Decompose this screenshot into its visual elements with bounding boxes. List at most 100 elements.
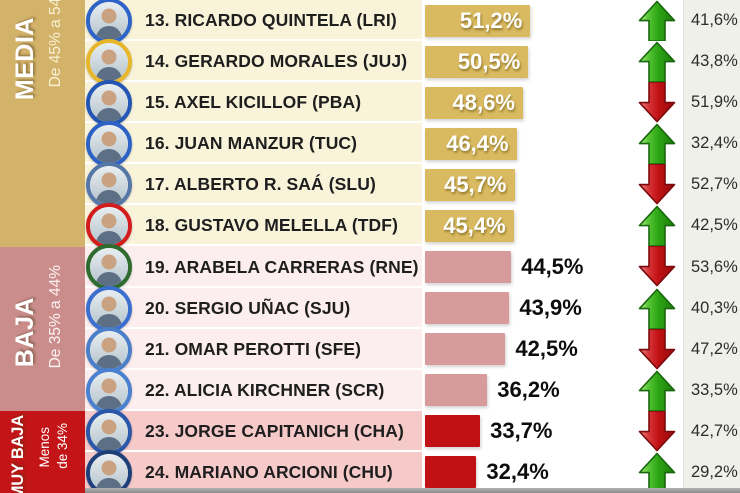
governor-name: 15. AXEL KICILLOF (PBA) [145,92,362,113]
approval-value-label: 45,7% [444,171,507,197]
previous-values-strip [683,0,740,493]
approval-bar [425,456,477,489]
governor-name: 18. GUSTAVO MELELLA (TDF) [145,215,399,236]
approval-value-label: 50,5% [457,48,521,74]
previous-value-label: 47,2% [691,339,738,358]
governor-name: 24. MARIANO ARCIONI (CHU) [145,461,393,482]
ranking-rows: 13. RICARDO QUINTELA (LRI) 51,2% 41,6% 1… [85,0,740,493]
trend-up-arrow-icon [638,41,676,83]
trend-up-arrow-icon [638,452,676,493]
approval-value-label: 43,9% [519,295,582,321]
row-background [85,328,422,368]
approval-value-label: 42,5% [515,336,578,362]
previous-value-label: 32,4% [691,134,738,153]
row-background [85,41,422,81]
category-band-baja: BAJA De 35% a 44% [0,247,85,411]
avatar [86,367,132,414]
approval-value-label: 46,4% [446,130,509,156]
table-row: 23. JORGE CAPITANICH (CHA) 33,7% 42,7% [85,408,740,455]
trend-up-arrow-icon [638,0,676,42]
category-range-baja: De 35% a 44% [47,265,64,369]
table-row: 20. SERGIO UÑAC (SJU) 43,9% 40,3% [85,285,740,332]
category-label-media: MEDIA [11,17,39,101]
approval-bar: 51,2% [425,4,531,37]
person-placeholder-icon [90,2,128,40]
approval-bar [425,415,481,448]
avatar [86,0,132,44]
trend-up-arrow-icon [638,205,676,247]
governor-name: 16. JUAN MANZUR (TUC) [145,133,358,154]
trend-down-arrow-icon [638,82,676,123]
table-row: 15. AXEL KICILLOF (PBA) 48,6% 51,9% [85,80,740,127]
table-row: 16. JUAN MANZUR (TUC) 46,4% 32,4% [85,121,740,168]
row-background [85,369,422,409]
governor-name: 19. ARABELA CARRERAS (RNE) [145,256,419,277]
avatar [86,285,132,332]
person-placeholder-icon [90,412,128,451]
approval-bar: 48,6% [425,86,523,119]
table-row: 24. MARIANO ARCIONI (CHU) 32,4% 29,2% [85,449,740,493]
avatar [86,80,132,127]
row-background [85,451,422,491]
previous-value-label: 43,8% [691,52,738,71]
approval-bar: 50,5% [425,45,529,78]
avatar [86,203,132,250]
approval-bar: 46,4% [425,127,517,160]
approval-value-label: 48,6% [452,89,515,115]
category-range-media: De 45% a 54% [47,0,64,88]
table-row: 14. GERARDO MORALES (JUJ) 50,5% 43,8% [85,39,740,86]
governor-name: 14. GERARDO MORALES (JUJ) [145,51,408,72]
row-background [85,205,422,245]
approval-value-label: 32,4% [486,459,549,485]
trend-down-arrow-icon [638,164,676,205]
approval-bar [425,292,510,325]
trend-up-arrow-icon [638,288,676,329]
category-band-muy-baja: MUY BAJA Menos de 34% [0,411,85,493]
table-row: 13. RICARDO QUINTELA (LRI) 51,2% 41,6% [85,0,740,44]
person-placeholder-icon [90,43,128,82]
previous-value-label: 51,9% [691,93,738,112]
trend-up-arrow-icon [638,123,676,165]
avatar [86,449,132,493]
person-placeholder-icon [90,330,128,369]
approval-value-label: 44,5% [521,254,584,279]
person-placeholder-icon [90,125,128,164]
approval-value-label: 36,2% [497,377,560,403]
person-placeholder-icon [90,371,128,410]
category-label-muy-baja: MUY BAJA [9,415,27,493]
avatar [86,162,132,209]
table-row: 19. ARABELA CARRERAS (RNE) 44,5% 53,6% [85,244,740,291]
governor-name: 23. JORGE CAPITANICH (CHA) [145,420,404,441]
trend-down-arrow-icon [638,246,676,287]
table-row: 22. ALICIA KIRCHNER (SCR) 36,2% 33,5% [85,367,740,414]
approval-value-label: 45,4% [443,212,506,238]
category-band-media: MEDIA De 45% a 54% [0,0,85,247]
approval-bar [425,333,506,366]
previous-value-label: 29,2% [691,462,738,481]
approval-bar: 45,7% [425,168,515,201]
trend-down-arrow-icon [638,328,676,370]
trend-up-arrow-icon [638,370,676,411]
avatar [86,408,132,455]
row-background [85,123,422,163]
governor-name: 13. RICARDO QUINTELA (LRI) [145,10,397,31]
approval-value-label: 33,7% [490,418,553,444]
person-placeholder-icon [90,289,128,328]
person-placeholder-icon [90,84,128,123]
row-background [85,0,422,40]
previous-value-label: 53,6% [691,257,738,276]
approval-bar [425,250,512,283]
approval-value-label: 51,2% [459,7,523,33]
person-placeholder-icon [90,248,128,287]
previous-value-label: 52,7% [691,175,738,194]
previous-value-label: 42,7% [691,421,738,440]
previous-value-label: 42,5% [691,216,738,235]
category-label-baja: BAJA [11,297,39,368]
governor-name: 20. SERGIO UÑAC (SJU) [145,297,351,318]
trend-down-arrow-icon [638,410,676,452]
row-background [85,410,422,450]
person-placeholder-icon [90,207,128,246]
person-placeholder-icon [90,166,128,205]
category-range-muy-baja-line1: Menos [37,427,52,468]
avatar [86,326,132,373]
